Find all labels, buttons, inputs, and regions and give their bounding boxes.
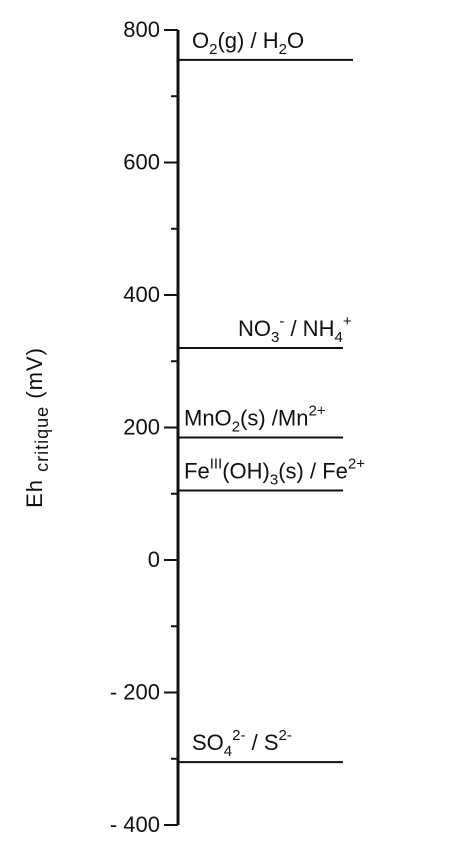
redox-couple-label: MnO2(s) /Mn2+ [184,402,326,435]
y-tick-label: 600 [123,150,160,175]
y-tick-label: 400 [123,282,160,307]
redox-couple-label: FeIII(OH)3(s) / Fe2+ [184,455,365,488]
y-axis-title: Eh critique (mV) [22,347,52,508]
y-tick-label: 0 [148,547,160,572]
redox-couple-label: O2(g) / H2O [192,28,304,58]
y-tick-label: 800 [123,17,160,42]
y-tick-label: - 200 [110,680,160,705]
y-axis-ticks: 800 600 400 200 0 - 200 - 400 [110,17,178,837]
redox-couple-label: NO3- / NH4+ [238,313,352,346]
y-tick-label: - 400 [110,812,160,837]
redox-couple-labels: O2(g) / H2O NO3- / NH4+ MnO2(s) /Mn2+ FeIII… [184,28,365,760]
redox-couple-lines [178,58,353,764]
redox-couple-label: SO42- / S2- [192,727,292,760]
y-tick-label: 200 [123,415,160,440]
